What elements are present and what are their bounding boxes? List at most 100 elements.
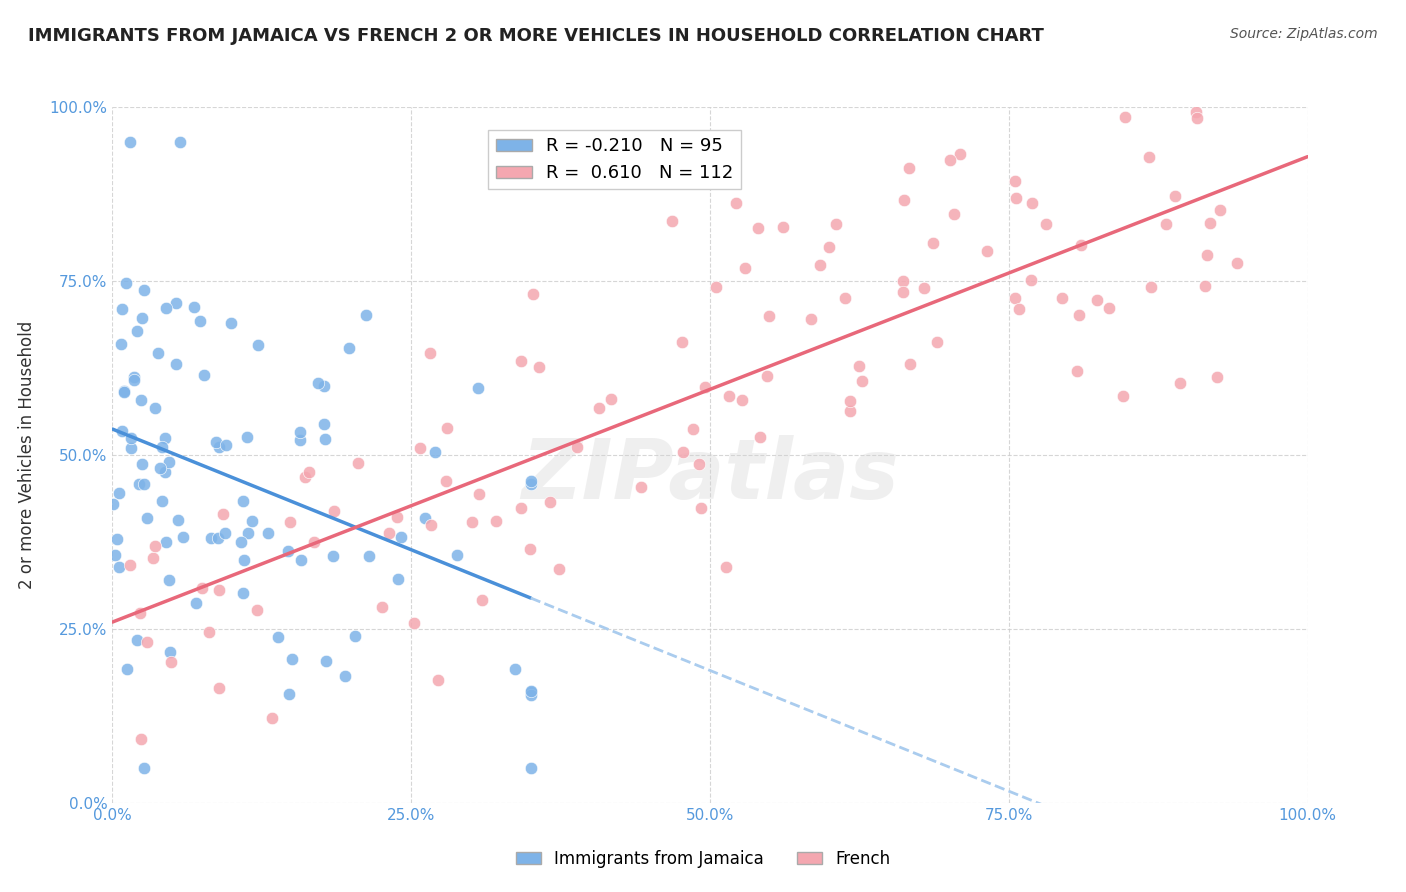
Point bbox=[333, 669, 356, 683]
Point bbox=[108, 486, 131, 500]
Point bbox=[257, 525, 280, 540]
Point bbox=[912, 281, 935, 295]
Point bbox=[588, 401, 610, 416]
Point bbox=[242, 515, 264, 529]
Point bbox=[346, 456, 368, 470]
Point bbox=[120, 135, 142, 149]
Point bbox=[519, 541, 541, 556]
Point bbox=[134, 477, 156, 491]
Point bbox=[136, 634, 159, 648]
Point bbox=[188, 314, 211, 328]
Point bbox=[520, 476, 543, 491]
Point bbox=[503, 662, 526, 676]
Point bbox=[891, 274, 914, 288]
Point bbox=[112, 384, 135, 398]
Point bbox=[599, 392, 621, 406]
Point bbox=[145, 401, 167, 415]
Point bbox=[520, 684, 543, 698]
Point bbox=[1050, 291, 1073, 305]
Point bbox=[208, 440, 231, 454]
Point bbox=[848, 359, 870, 373]
Point bbox=[232, 493, 254, 508]
Point bbox=[538, 495, 561, 509]
Point bbox=[172, 530, 194, 544]
Point bbox=[280, 652, 302, 666]
Point bbox=[150, 494, 173, 508]
Y-axis label: 2 or more Vehicles in Household: 2 or more Vehicles in Household bbox=[18, 321, 35, 589]
Point bbox=[825, 217, 848, 231]
Point bbox=[688, 457, 710, 471]
Point bbox=[467, 381, 489, 395]
Point bbox=[385, 509, 408, 524]
Point bbox=[307, 376, 329, 391]
Point bbox=[1225, 256, 1247, 270]
Point bbox=[527, 359, 550, 374]
Point bbox=[1164, 189, 1187, 203]
Point bbox=[146, 345, 169, 359]
Point bbox=[298, 465, 321, 479]
Point bbox=[630, 480, 652, 494]
Point bbox=[354, 308, 377, 322]
Point bbox=[818, 240, 841, 254]
Point bbox=[1140, 280, 1163, 294]
Point bbox=[425, 445, 447, 459]
Point bbox=[415, 510, 437, 524]
Point bbox=[246, 603, 269, 617]
Point bbox=[520, 761, 543, 775]
Point bbox=[834, 291, 856, 305]
Point bbox=[485, 514, 508, 528]
Point bbox=[125, 632, 148, 647]
Point bbox=[357, 549, 380, 563]
Point bbox=[153, 466, 176, 480]
Legend: R = -0.210   N = 95, R =  0.610   N = 112: R = -0.210 N = 95, R = 0.610 N = 112 bbox=[488, 130, 741, 189]
Point bbox=[193, 368, 215, 383]
Point bbox=[235, 430, 257, 444]
Point bbox=[159, 645, 181, 659]
Point bbox=[409, 441, 432, 455]
Point bbox=[339, 341, 361, 355]
Point bbox=[165, 357, 187, 371]
Point bbox=[1112, 389, 1135, 403]
Point bbox=[198, 625, 221, 640]
Point bbox=[233, 553, 256, 567]
Point bbox=[190, 581, 212, 595]
Text: IMMIGRANTS FROM JAMAICA VS FRENCH 2 OR MORE VEHICLES IN HOUSEHOLD CORRELATION CH: IMMIGRANTS FROM JAMAICA VS FRENCH 2 OR M… bbox=[28, 27, 1045, 45]
Point bbox=[893, 193, 915, 207]
Point bbox=[267, 631, 290, 645]
Point bbox=[157, 455, 180, 469]
Point bbox=[112, 385, 135, 400]
Point bbox=[143, 539, 166, 553]
Point bbox=[184, 597, 207, 611]
Point bbox=[288, 425, 311, 439]
Point bbox=[278, 515, 301, 529]
Point bbox=[925, 335, 948, 350]
Point bbox=[1185, 112, 1208, 126]
Point bbox=[169, 135, 191, 149]
Point bbox=[949, 147, 972, 161]
Point bbox=[278, 687, 301, 701]
Point bbox=[661, 214, 683, 228]
Point bbox=[183, 300, 205, 314]
Point bbox=[734, 261, 756, 276]
Point bbox=[839, 404, 862, 418]
Point bbox=[851, 374, 873, 388]
Point bbox=[277, 544, 299, 558]
Point bbox=[520, 685, 543, 699]
Point bbox=[120, 431, 142, 445]
Point bbox=[420, 518, 443, 533]
Point bbox=[155, 301, 177, 315]
Point bbox=[153, 431, 176, 445]
Point bbox=[1066, 364, 1088, 378]
Point bbox=[125, 325, 148, 339]
Point bbox=[312, 417, 335, 432]
Point bbox=[1004, 291, 1026, 305]
Point bbox=[1021, 196, 1043, 211]
Text: Source: ZipAtlas.com: Source: ZipAtlas.com bbox=[1230, 27, 1378, 41]
Point bbox=[772, 220, 794, 235]
Point bbox=[211, 507, 233, 521]
Point bbox=[520, 474, 543, 488]
Point bbox=[509, 501, 531, 516]
Point bbox=[315, 654, 337, 668]
Point bbox=[1168, 376, 1191, 391]
Point bbox=[1035, 217, 1057, 231]
